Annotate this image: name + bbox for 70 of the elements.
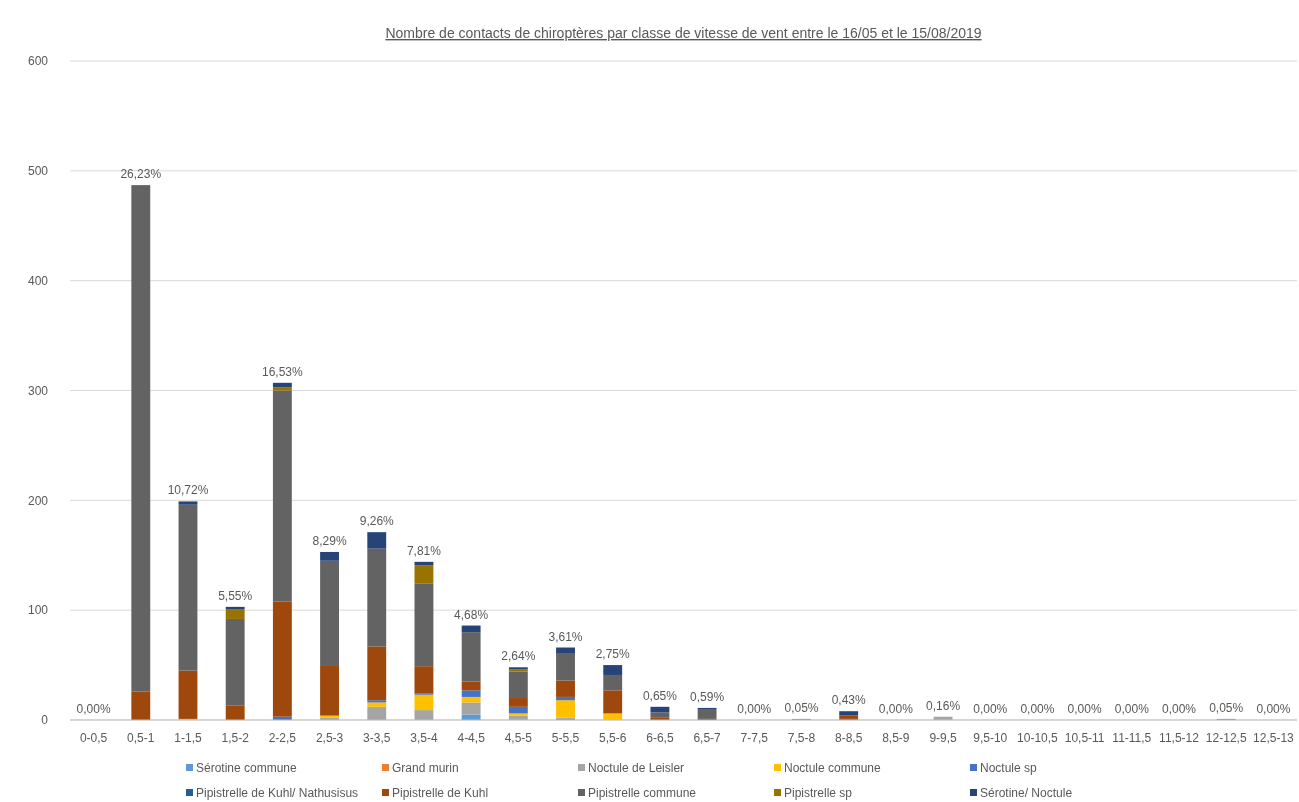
annotation: 0,00% (1020, 702, 1055, 716)
annotation: 0,00% (878, 702, 914, 716)
annotation: 0,59% (690, 689, 725, 704)
x-tick-label: 7,5-8 (787, 731, 816, 745)
legend-label: Grand murin (392, 761, 459, 776)
y-tick-label: 400 (27, 273, 49, 288)
x-tick-label: 8,5-9 (882, 731, 910, 745)
x-tick-label: 7-7,5 (740, 731, 769, 745)
annotation: 0,05% (1209, 700, 1244, 715)
x-tick-label: 5-5,5 (551, 731, 580, 745)
x-tick-label: 9,5-10 (973, 731, 1008, 745)
annotation: 0,65% (642, 688, 678, 703)
annotation: 0,43% (831, 693, 867, 708)
annotation: 0,00% (1114, 702, 1150, 716)
annotation: 0,16% (926, 698, 961, 713)
x-tick-label: 10,5-11 (1064, 731, 1105, 745)
x-tick-label: 6,5-7 (693, 731, 722, 745)
annotation: 2,64% (501, 649, 536, 664)
annotation: 0,00% (973, 702, 1008, 716)
annotation: 0,00% (1067, 702, 1102, 716)
x-tick-label: 4,5-5 (504, 731, 533, 745)
annotation: 7,81% (406, 543, 442, 558)
legend-label: Noctule sp (980, 761, 1038, 776)
legend-label: Sérotine commune (196, 761, 298, 776)
annotation: 26,23% (120, 167, 162, 182)
annotation: 0,00% (1256, 702, 1291, 716)
x-tick-label: 12,5-13 (1253, 731, 1295, 745)
legend-label: Pipistrelle de Kuhl (392, 786, 489, 801)
y-tick-label: 0 (41, 713, 49, 728)
annotation: 16,53% (262, 364, 304, 379)
annotation: 10,72% (167, 483, 209, 498)
annotation: 3,61% (548, 629, 583, 644)
annotation: 0,00% (1162, 702, 1197, 716)
y-tick-label: 300 (27, 383, 49, 398)
x-tick-label: 0-0,5 (79, 731, 108, 745)
x-tick-label: 11,5-12 (1159, 731, 1200, 745)
annotation: 5,55% (218, 588, 253, 603)
y-tick-label: 100 (27, 603, 49, 618)
annotation: 2,75% (595, 647, 631, 662)
x-tick-label: 4-4,5 (457, 731, 486, 745)
x-tick-label: 3-3,5 (363, 731, 391, 745)
x-tick-label: 8-8,5 (834, 731, 863, 745)
x-tick-label: 12-12,5 (1205, 731, 1247, 745)
y-tick-label: 600 (27, 54, 49, 69)
x-tick-label: 1,5-2 (221, 731, 250, 745)
x-tick-label: 11-11,5 (1112, 731, 1152, 745)
annotation: 9,26% (359, 514, 395, 529)
legend-label: Noctule de Leisler (588, 761, 685, 776)
annotation: 0,00% (76, 702, 111, 716)
y-tick-label: 200 (27, 493, 49, 508)
annotation: 8,29% (312, 533, 347, 548)
legend-label: Pipistrelle commune (588, 786, 697, 801)
annotation: 0,00% (737, 702, 772, 716)
x-tick-label: 5,5-6 (599, 731, 627, 745)
x-tick-label: 6-6,5 (646, 731, 674, 745)
x-tick-label: 10-10,5 (1017, 731, 1059, 745)
legend-label: Pipistrelle sp (784, 786, 853, 801)
x-tick-label: 3,5-4 (410, 731, 438, 745)
legend-label: Pipistrelle de Kuhl/ Nathusisus (196, 786, 359, 801)
x-tick-label: 9-9,5 (929, 731, 958, 745)
chart-title: Nombre de contacts de chiroptères par classe de vitesse de vent entre le 16/05 et le 15/08/2019 (385, 25, 982, 41)
x-tick-label: 1-1,5 (174, 731, 202, 745)
annotation: 4,68% (454, 607, 489, 622)
x-tick-label: 0,5-1 (127, 731, 155, 745)
legend-label: Sérotine/ Noctule (980, 786, 1073, 801)
y-tick-label: 500 (27, 164, 49, 179)
x-tick-label: 2,5-3 (315, 731, 344, 745)
legend-label: Noctule commune (784, 761, 882, 776)
annotation: 0,05% (784, 700, 819, 715)
x-tick-label: 2-2,5 (268, 731, 297, 745)
